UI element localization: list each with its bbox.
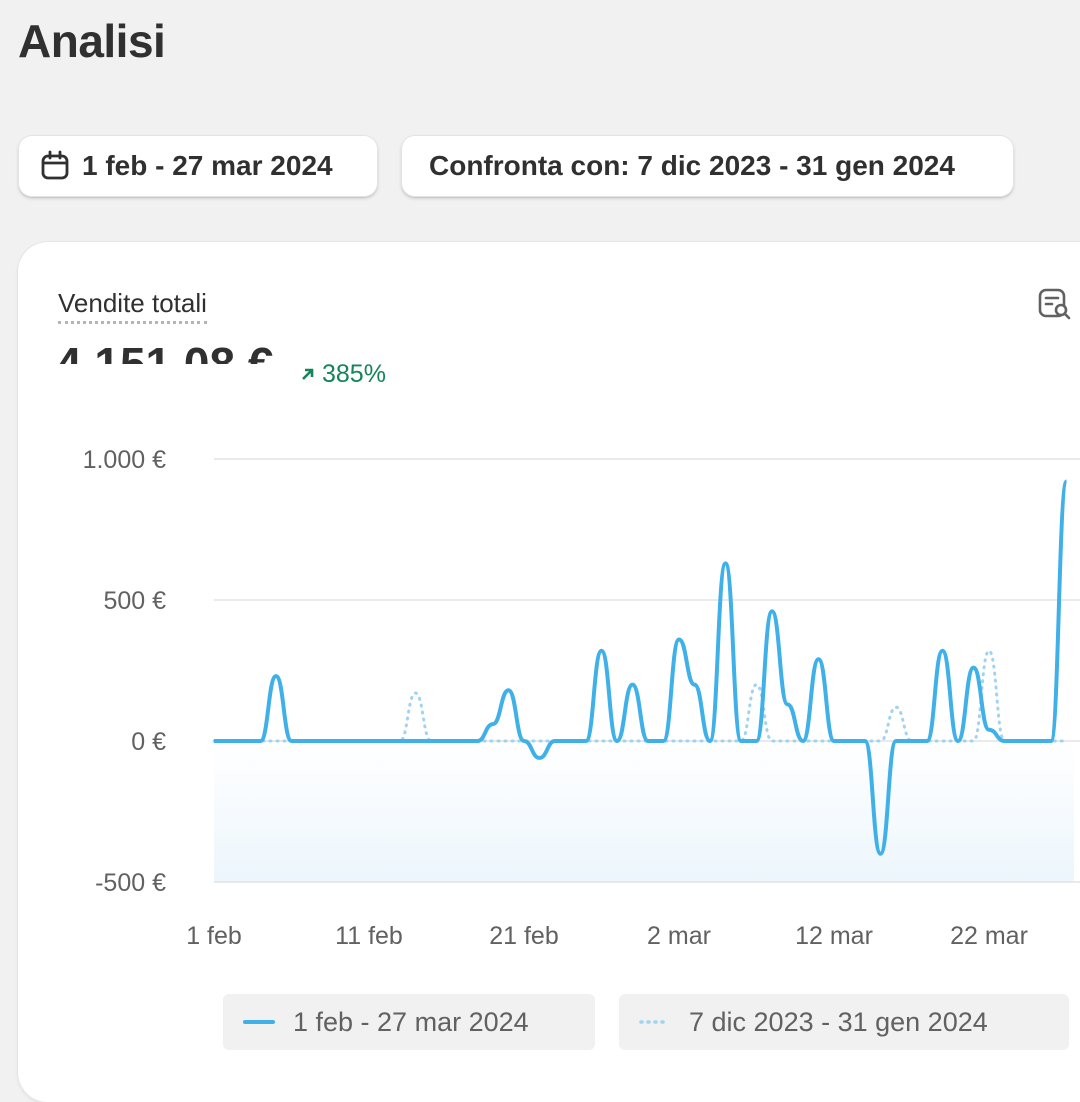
compare-range-label: Confronta con: 7 dic 2023 - 31 gen 2024 <box>429 150 955 181</box>
legend-solid-line-icon <box>243 1019 275 1025</box>
x-tick-label: 22 mar <box>950 922 1028 950</box>
y-tick-label: 1.000 € <box>83 446 167 474</box>
compare-range-button[interactable]: Confronta con: 7 dic 2023 - 31 gen 2024 <box>401 135 1014 197</box>
x-tick-label: 12 mar <box>795 922 873 950</box>
legend-item-current[interactable]: 1 feb - 27 mar 2024 <box>223 994 595 1050</box>
legend-dotted-line-icon <box>639 1019 671 1025</box>
metric-label[interactable]: Vendite totali <box>58 288 207 324</box>
sales-line-chart: 1.000 € 500 € 0 € -500 € 1 feb 11 feb 21 feb 2… <box>83 446 1080 950</box>
x-tick-label: 1 feb <box>186 922 242 950</box>
series-line-current <box>214 479 1069 856</box>
x-tick-label: 11 feb <box>335 922 403 950</box>
arrow-up-right-icon <box>300 360 316 389</box>
date-range-label: 1 feb - 27 mar 2024 <box>82 150 333 181</box>
y-tick-label: -500 € <box>95 869 166 897</box>
x-tick-label: 2 mar <box>647 922 711 950</box>
chart-search-icon[interactable] <box>1036 286 1072 322</box>
page-title: Analisi <box>18 15 166 67</box>
metric-change-value: 385% <box>322 360 386 388</box>
legend-label-compare: 7 dic 2023 - 31 gen 2024 <box>689 1006 988 1037</box>
legend-label-current: 1 feb - 27 mar 2024 <box>293 1006 529 1037</box>
metric-change: 385% <box>300 360 386 389</box>
y-tick-label: 0 € <box>131 728 166 756</box>
sales-card: Vendite totali 4.151,08 € 385% 1.000 € 50… <box>18 242 1080 1102</box>
legend-item-compare[interactable]: 7 dic 2023 - 31 gen 2024 <box>619 994 1069 1050</box>
series-line-compare <box>212 649 1068 743</box>
metric-value: 4.151,08 € <box>56 338 274 364</box>
y-tick-label: 500 € <box>103 587 166 615</box>
x-tick-label: 21 feb <box>489 922 559 950</box>
date-range-button[interactable]: 1 feb - 27 mar 2024 <box>18 135 378 197</box>
calendar-icon <box>38 149 72 183</box>
